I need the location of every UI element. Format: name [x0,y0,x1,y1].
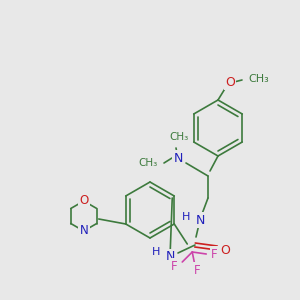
Text: H: H [182,212,190,222]
Text: CH₃: CH₃ [169,132,189,142]
Text: O: O [79,194,88,208]
Text: CH₃: CH₃ [248,74,269,84]
Text: F: F [211,248,217,260]
Text: F: F [171,260,178,272]
Text: O: O [220,244,230,256]
Text: F: F [194,263,201,277]
Text: CH₃: CH₃ [138,158,158,168]
Text: N: N [173,152,183,164]
Text: N: N [165,250,175,263]
Text: N: N [80,224,88,238]
Text: H: H [152,247,160,257]
Text: N: N [195,214,205,226]
Text: O: O [225,76,235,88]
